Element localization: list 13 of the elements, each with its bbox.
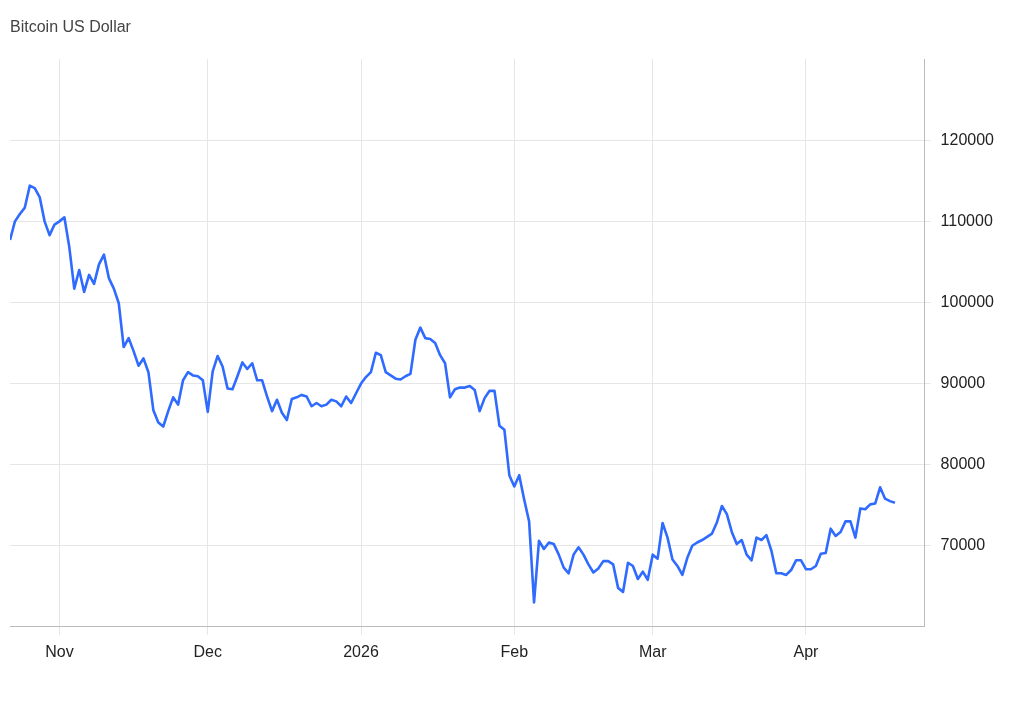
y-tick-label: 120000 <box>940 130 995 148</box>
x-tick-label: Feb <box>500 642 529 660</box>
y-tick-label: 100000 <box>940 292 995 310</box>
x-tick-label: Nov <box>45 642 74 660</box>
chart-title: Bitcoin US Dollar <box>10 18 132 36</box>
x-tick-label: Apr <box>793 642 820 660</box>
y-tick-label: 90000 <box>940 373 986 391</box>
x-tick-label: Mar <box>638 642 668 660</box>
y-tick-label: 110000 <box>940 211 993 229</box>
x-tick-label: Dec <box>193 642 222 660</box>
x-tick-label: 2026 <box>343 642 379 660</box>
y-tick-label: 70000 <box>940 536 986 554</box>
y-tick-label: 80000 <box>940 455 986 473</box>
